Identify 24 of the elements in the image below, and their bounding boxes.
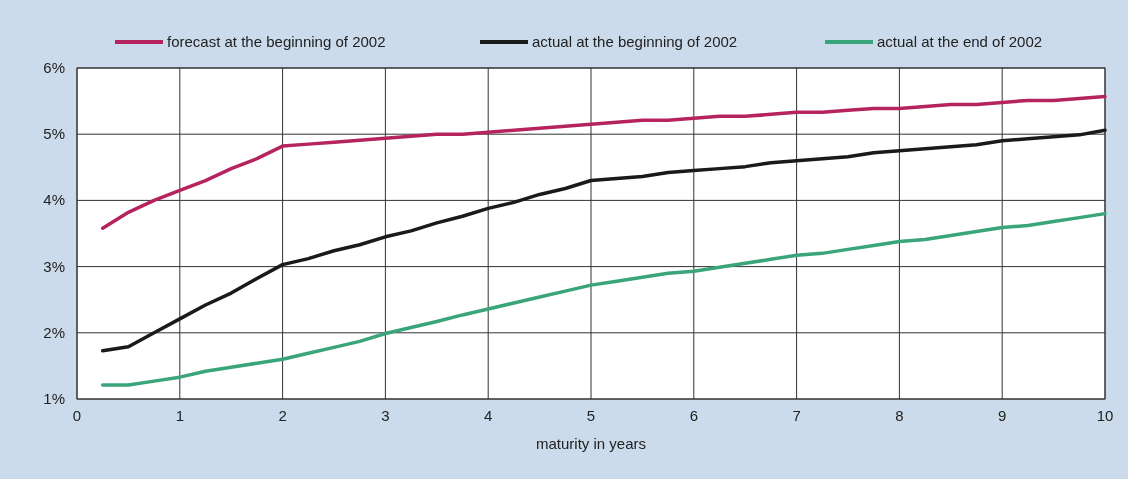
legend-label: actual at the beginning of 2002 xyxy=(532,33,738,50)
x-tick-label: 5 xyxy=(586,407,596,424)
x-tick-label: 7 xyxy=(792,407,801,424)
x-tick-label: 1 xyxy=(175,407,184,424)
y-tick-label: 1% xyxy=(43,390,65,407)
x-tick-label: 3 xyxy=(381,407,390,424)
legend-label: actual at the end of 2002 xyxy=(877,33,1043,50)
y-tick-label: 4% xyxy=(43,191,65,209)
x-tick-label: 6 xyxy=(689,407,698,424)
y-tick-label: 2% xyxy=(43,323,65,341)
y-tick-label: 3% xyxy=(43,257,65,275)
x-tick-label: 8 xyxy=(895,407,904,424)
x-tick-label: 0 xyxy=(72,407,82,424)
line-series xyxy=(100,128,1107,353)
x-tick-label: 2 xyxy=(278,407,287,424)
x-tick-label: 10 xyxy=(1096,407,1114,424)
x-tick-label: 4 xyxy=(484,407,493,424)
line-series xyxy=(100,211,1107,387)
legend-label: forecast at the beginning of 2002 xyxy=(167,33,386,50)
x-tick-label: 9 xyxy=(998,407,1007,424)
y-tick-label: 6% xyxy=(43,59,65,76)
y-tick-label: 5% xyxy=(43,125,65,143)
line-series xyxy=(100,94,1107,230)
x-axis-title: maturity in years xyxy=(535,435,647,452)
